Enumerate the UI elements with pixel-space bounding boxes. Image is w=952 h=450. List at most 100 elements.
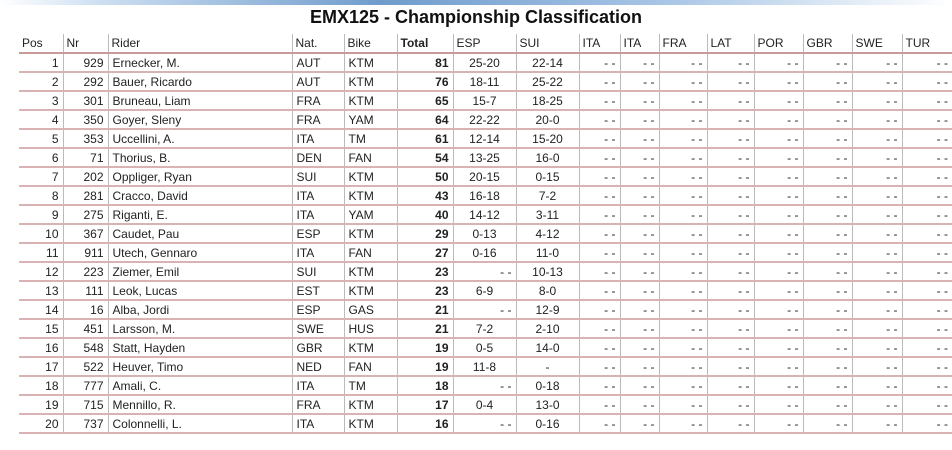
table-cell: - - <box>851 224 902 244</box>
table-cell: 11-0 <box>515 243 579 263</box>
table-row: 9 275 Riganti, E. ITA YAM 40 14-12 3-11- -- -- … <box>19 205 952 225</box>
table-cell: - - <box>851 167 902 187</box>
table-cell: - - <box>706 72 754 92</box>
table-cell: - - <box>802 110 852 130</box>
table-cell: 65 <box>396 91 453 111</box>
table-cell: - - <box>658 72 707 92</box>
table-row: 4 350 Goyer, Sleny FRA YAM 64 22-22 20-0- -- --… <box>19 110 952 130</box>
table-cell: - - <box>619 395 659 415</box>
table-cell: 5 <box>19 129 63 149</box>
table-row: 8 281 Cracco, David ITA KTM 43 16-18 7-2- -- --… <box>19 186 952 206</box>
table-cell: ESP <box>291 300 344 320</box>
column-header: ESP <box>452 34 516 54</box>
table-cell: - - <box>753 243 803 263</box>
table-cell: 25-22 <box>515 72 579 92</box>
table-cell: 0-16 <box>452 243 516 263</box>
table-cell: - - <box>706 319 754 339</box>
table-row: 13 111 Leok, Lucas EST KTM 23 6-9 8-0- -- -- --… <box>19 281 952 301</box>
header-row: Pos Nr Rider Nat. Bike Total ESP SUI ITA ITA FRA LA… <box>19 34 952 54</box>
table-cell: 8 <box>19 186 63 206</box>
table-cell: Amali, C. <box>107 376 292 396</box>
table-row: 11 911 Utech, Gennaro ITA FAN 27 0-16 11-0- -- … <box>19 243 952 263</box>
table-cell: - - <box>901 300 952 320</box>
column-header: Total <box>396 34 453 54</box>
table-cell: - - <box>802 186 852 206</box>
table-cell: 548 <box>62 338 108 358</box>
table-cell: - - <box>802 53 852 73</box>
table-cell: 7 <box>19 167 63 187</box>
table-cell: - - <box>578 338 620 358</box>
table-cell: ITA <box>291 186 344 206</box>
table-cell: 2-10 <box>515 319 579 339</box>
table-cell: Uccellini, A. <box>107 129 292 149</box>
table-row: 16 548 Statt, Hayden GBR KTM 19 0-5 14-0- -- --… <box>19 338 952 358</box>
table-cell: 929 <box>62 53 108 73</box>
table-cell: - - <box>658 129 707 149</box>
table-cell: 0-15 <box>515 167 579 187</box>
table-cell: - - <box>619 205 659 225</box>
table-cell: 18-11 <box>452 72 516 92</box>
table-cell: - - <box>619 167 659 187</box>
table-cell: Heuver, Timo <box>107 357 292 377</box>
table-cell: - - <box>578 224 620 244</box>
table-cell: 76 <box>396 72 453 92</box>
table-cell: - - <box>802 319 852 339</box>
table-cell: - - <box>578 395 620 415</box>
table-cell: KTM <box>343 167 397 187</box>
table-cell: - - <box>851 110 902 130</box>
table-cell: FAN <box>343 148 397 168</box>
table-cell: - - <box>619 148 659 168</box>
table-cell: 18 <box>396 376 453 396</box>
table-cell: 18 <box>19 376 63 396</box>
table-cell: 0-16 <box>515 414 579 434</box>
title: EMX125 - Championship Classification <box>309 7 643 27</box>
table-cell: 40 <box>396 205 453 225</box>
table-cell: - - <box>753 224 803 244</box>
table-cell: - - <box>706 110 754 130</box>
table-cell: - - <box>578 357 620 377</box>
column-header: Nat. <box>291 34 344 54</box>
table-cell: - - <box>802 281 852 301</box>
table-cell: - - <box>658 186 707 206</box>
table-cell: - - <box>658 167 707 187</box>
table-row: 3 301 Bruneau, Liam FRA KTM 65 15-7 18-25- -- -… <box>19 91 952 111</box>
table-cell: 15-20 <box>515 129 579 149</box>
table-cell: - - <box>753 72 803 92</box>
table-cell: - - <box>619 224 659 244</box>
table-cell: - - <box>452 414 516 434</box>
table-cell: - - <box>901 319 952 339</box>
table-cell: 23 <box>396 281 453 301</box>
table-cell: - - <box>658 338 707 358</box>
table-cell: - - <box>901 395 952 415</box>
table-cell: - - <box>901 148 952 168</box>
table-cell: 15-7 <box>452 91 516 111</box>
table-cell: 275 <box>62 205 108 225</box>
table-cell: - - <box>706 376 754 396</box>
table-cell: SUI <box>291 262 344 282</box>
table-cell: - - <box>753 186 803 206</box>
table-cell: - - <box>658 205 707 225</box>
column-header: LAT <box>706 34 754 54</box>
table-cell: KTM <box>343 91 397 111</box>
table-cell: FRA <box>291 395 344 415</box>
table-cell: 2 <box>19 72 63 92</box>
table-cell: - - <box>658 243 707 263</box>
table-cell: - - <box>619 338 659 358</box>
table-cell: 13-25 <box>452 148 516 168</box>
table-cell: - - <box>578 110 620 130</box>
table-cell: - - <box>706 414 754 434</box>
table-cell: - - <box>802 414 852 434</box>
table-cell: - - <box>578 281 620 301</box>
table-cell: - - <box>901 281 952 301</box>
table-cell: - - <box>619 300 659 320</box>
table-cell: - - <box>802 224 852 244</box>
table-cell: - - <box>578 300 620 320</box>
table-cell: 11-8 <box>452 357 516 377</box>
table-cell: - - <box>658 357 707 377</box>
table-cell: 71 <box>62 148 108 168</box>
table-cell: - - <box>851 281 902 301</box>
table-cell: - - <box>901 357 952 377</box>
classification-table: Pos Nr Rider Nat. Bike Total ESP SUI ITA ITA FRA LA… <box>19 34 952 434</box>
table-cell: Ernecker, M. <box>107 53 292 73</box>
table-cell: 20 <box>19 414 63 434</box>
